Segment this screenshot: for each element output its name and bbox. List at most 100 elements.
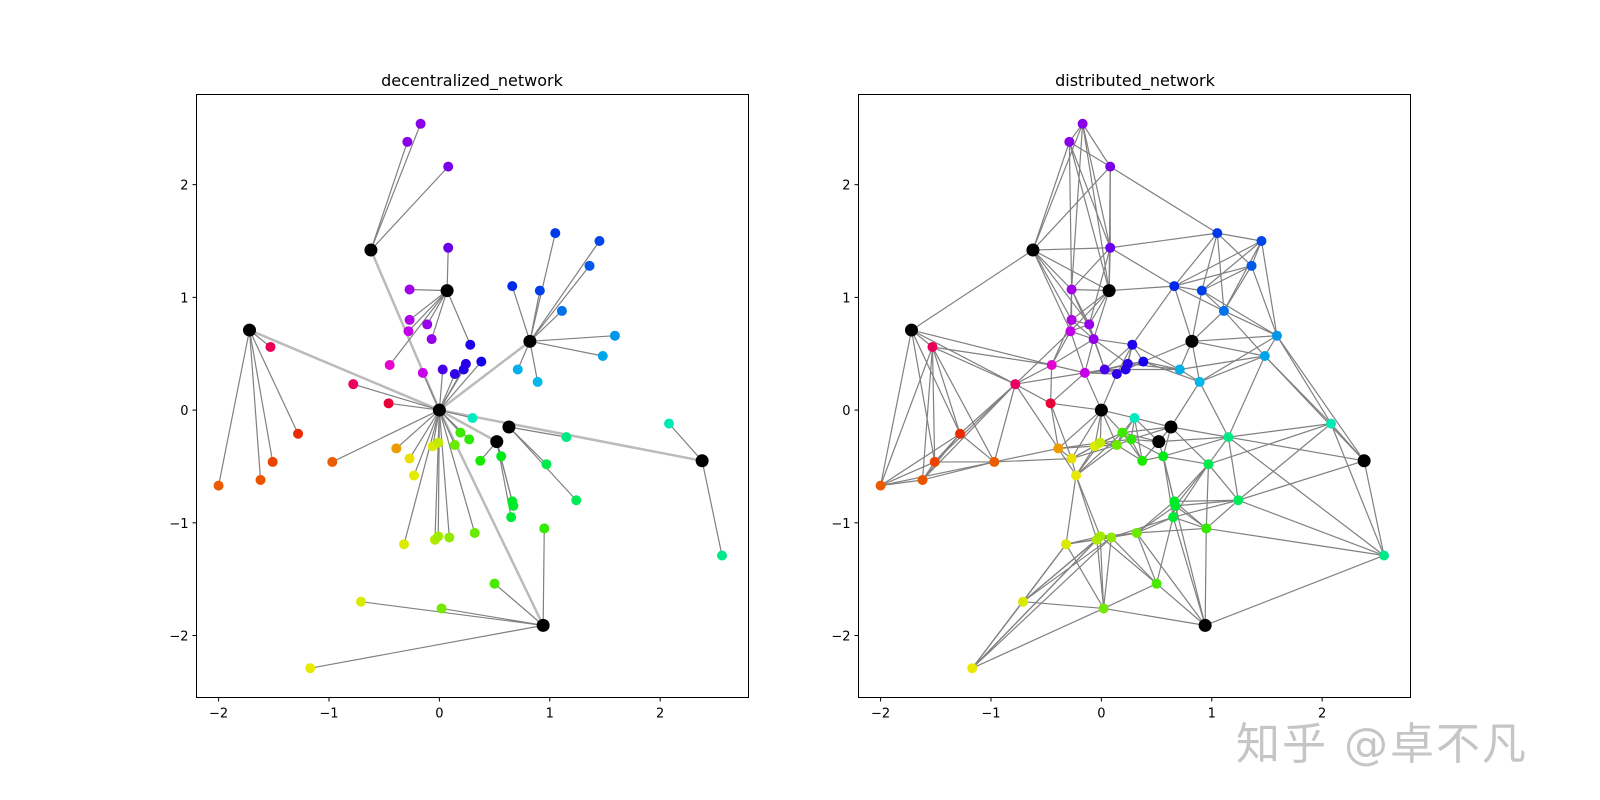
network-node bbox=[1010, 379, 1021, 390]
mesh-edge bbox=[1201, 232, 1218, 291]
mesh-edge bbox=[1071, 409, 1102, 459]
mesh-edge bbox=[1136, 505, 1176, 534]
network-edge bbox=[542, 528, 545, 626]
network-edge bbox=[426, 290, 448, 325]
x-tick-label: 0 bbox=[435, 707, 443, 722]
mesh-edge bbox=[1201, 240, 1262, 292]
network-edge bbox=[248, 329, 299, 435]
mesh-edge bbox=[1071, 289, 1095, 340]
network-edge bbox=[332, 409, 440, 463]
mesh-edge bbox=[1216, 232, 1252, 267]
network-node bbox=[417, 367, 428, 378]
network-node bbox=[1218, 305, 1229, 316]
y-tick-label: 1 bbox=[180, 291, 188, 306]
network-node bbox=[1095, 531, 1106, 542]
mesh-edge bbox=[1110, 537, 1158, 585]
mesh-edge bbox=[1049, 364, 1053, 404]
network-node bbox=[1131, 527, 1142, 538]
network-node bbox=[917, 474, 928, 485]
mesh-edge bbox=[1172, 499, 1239, 518]
network-node bbox=[1098, 603, 1109, 614]
network-edge bbox=[529, 240, 600, 342]
mesh-edge bbox=[1093, 338, 1106, 370]
mesh-edge bbox=[911, 249, 1034, 331]
network-node bbox=[1194, 376, 1205, 387]
network-node bbox=[213, 480, 224, 491]
mesh-edge bbox=[1110, 232, 1218, 249]
network-node bbox=[717, 550, 728, 561]
network-node bbox=[507, 281, 518, 292]
mesh-edge bbox=[1227, 355, 1266, 438]
mesh-edge bbox=[1136, 516, 1174, 534]
distributed-plot-frame bbox=[858, 94, 1411, 698]
network-node bbox=[460, 358, 471, 369]
mesh-edge bbox=[971, 607, 1104, 669]
mesh-edge bbox=[1070, 123, 1084, 290]
network-node bbox=[1084, 319, 1095, 330]
mesh-edge bbox=[1191, 290, 1203, 342]
network-node bbox=[571, 495, 582, 506]
mesh-edge bbox=[1227, 437, 1239, 501]
network-node bbox=[1126, 434, 1137, 445]
mesh-edge bbox=[1032, 247, 1111, 251]
mesh-edge bbox=[1179, 355, 1265, 371]
network-node bbox=[1079, 367, 1090, 378]
mesh-edge bbox=[1330, 423, 1385, 556]
x-tick-label: −1 bbox=[981, 707, 1000, 722]
mesh-edge bbox=[1014, 383, 1051, 404]
mesh-edge bbox=[1093, 338, 1133, 346]
network-node bbox=[1117, 427, 1128, 438]
mesh-edge bbox=[1276, 335, 1332, 424]
network-node bbox=[597, 350, 608, 361]
mesh-edge bbox=[1158, 436, 1229, 443]
mesh-edge bbox=[1204, 528, 1207, 626]
mesh-edge bbox=[1108, 247, 1111, 291]
network-node bbox=[465, 339, 476, 350]
network-node bbox=[1066, 284, 1077, 295]
mesh-edge bbox=[1121, 432, 1143, 462]
network-node bbox=[404, 314, 415, 325]
network-node bbox=[1066, 453, 1077, 464]
network-node bbox=[496, 451, 507, 462]
x-tick-label: 1 bbox=[546, 707, 554, 722]
mesh-edge bbox=[1173, 232, 1218, 287]
x-tick-label: 1 bbox=[1208, 707, 1216, 722]
network-node bbox=[449, 369, 460, 380]
network-edge bbox=[668, 423, 703, 462]
network-node bbox=[408, 470, 419, 481]
mesh-edge bbox=[1051, 364, 1085, 374]
network-node bbox=[508, 500, 519, 511]
network-edge bbox=[395, 409, 440, 449]
network-node bbox=[404, 284, 415, 295]
y-tick-label: 0 bbox=[842, 404, 850, 419]
mesh-edge bbox=[1111, 516, 1174, 539]
mesh-edge bbox=[994, 447, 1059, 463]
mesh-edge bbox=[1103, 583, 1157, 610]
network-node bbox=[1259, 350, 1270, 361]
mesh-edge bbox=[1201, 265, 1252, 292]
mesh-edge bbox=[1173, 285, 1193, 342]
mesh-edge bbox=[1099, 535, 1157, 585]
network-node bbox=[355, 596, 366, 607]
decentralized-chart-title: decentralized_network bbox=[381, 71, 563, 91]
network-node bbox=[1070, 470, 1081, 481]
mesh-edge bbox=[1136, 532, 1158, 584]
mesh-edge bbox=[932, 346, 1016, 385]
mesh-edge bbox=[1172, 516, 1206, 626]
mesh-edge bbox=[1068, 141, 1111, 249]
mesh-edge bbox=[1143, 340, 1193, 363]
network-node bbox=[1271, 330, 1282, 341]
network-node bbox=[426, 334, 437, 345]
network-node bbox=[512, 364, 523, 375]
mesh-edge bbox=[1069, 330, 1086, 374]
mesh-edge bbox=[1260, 240, 1278, 336]
network-node bbox=[1168, 512, 1179, 523]
network-edge bbox=[431, 290, 448, 340]
mesh-edge bbox=[1238, 499, 1385, 557]
mesh-edge bbox=[1223, 265, 1253, 312]
network-node bbox=[1122, 358, 1133, 369]
distributed-axis-ticks: −2 −1 0 1 2 −2 −1 0 1 2 bbox=[831, 179, 1326, 722]
network-node bbox=[1017, 596, 1028, 607]
network-node bbox=[1127, 339, 1138, 350]
